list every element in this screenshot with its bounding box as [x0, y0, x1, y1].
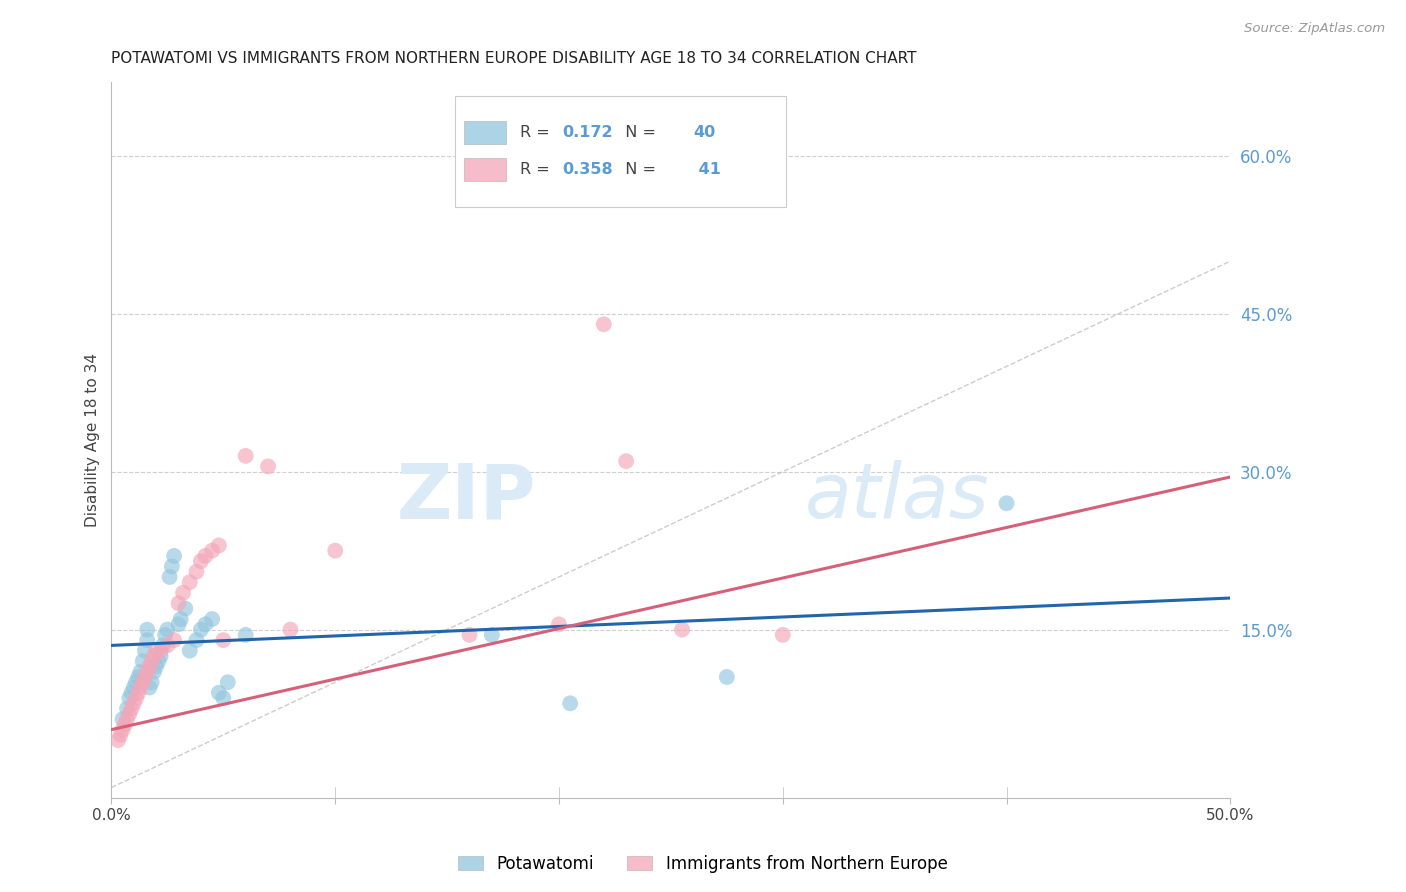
Point: [581, 180, 603, 194]
Text: N =: N =: [614, 125, 661, 140]
Point: [122, 696, 145, 710]
Point: [138, 659, 160, 673]
Point: [111, 712, 134, 726]
Point: [149, 648, 172, 663]
Point: [145, 643, 167, 657]
Text: 40: 40: [693, 125, 716, 140]
Text: Source: ZipAtlas.com: Source: ZipAtlas.com: [1244, 22, 1385, 36]
Point: [141, 675, 163, 690]
Point: [160, 559, 183, 574]
Point: [190, 623, 212, 637]
Point: [201, 612, 224, 626]
Point: [671, 623, 693, 637]
Point: [280, 623, 302, 637]
Bar: [464, 158, 506, 181]
Point: [208, 686, 231, 700]
Point: [129, 665, 152, 679]
Legend: Potawatomi, Immigrants from Northern Europe: Potawatomi, Immigrants from Northern Eur…: [451, 848, 955, 880]
Point: [212, 633, 235, 648]
Point: [548, 617, 571, 632]
Point: [163, 633, 186, 648]
Point: [614, 454, 637, 468]
Point: [257, 459, 280, 474]
FancyBboxPatch shape: [456, 96, 786, 208]
Point: [134, 670, 156, 684]
Point: [163, 549, 186, 563]
Point: [125, 675, 148, 690]
Point: [170, 612, 193, 626]
Point: [186, 633, 208, 648]
Text: POTAWATOMI VS IMMIGRANTS FROM NORTHERN EUROPE DISABILITY AGE 18 TO 34 CORRELATIO: POTAWATOMI VS IMMIGRANTS FROM NORTHERN E…: [111, 51, 917, 66]
Point: [115, 701, 138, 715]
Point: [148, 654, 170, 668]
Point: [118, 706, 141, 721]
Point: [716, 670, 738, 684]
Point: [121, 701, 143, 715]
Text: 0.358: 0.358: [562, 162, 613, 177]
Point: [174, 601, 197, 615]
Point: [212, 691, 235, 706]
Point: [190, 554, 212, 568]
Point: [129, 681, 152, 695]
Text: ZIP: ZIP: [396, 460, 537, 534]
Point: [995, 496, 1018, 510]
Point: [153, 628, 176, 642]
Point: [194, 617, 217, 632]
Point: [142, 648, 165, 663]
Point: [132, 654, 155, 668]
Point: [235, 449, 257, 463]
Point: [159, 570, 181, 584]
Point: [118, 691, 141, 706]
Point: [481, 628, 503, 642]
Point: [141, 654, 163, 668]
Point: [125, 691, 148, 706]
Point: [115, 712, 138, 726]
Point: [114, 717, 136, 731]
Point: [134, 643, 156, 657]
Point: [127, 686, 149, 700]
Point: [145, 659, 167, 673]
Point: [149, 643, 172, 657]
Point: [152, 639, 174, 653]
Point: [194, 549, 217, 563]
Point: [138, 681, 160, 695]
Point: [560, 696, 582, 710]
Text: N =: N =: [614, 162, 661, 177]
Point: [121, 686, 143, 700]
Point: [136, 665, 159, 679]
Point: [122, 681, 145, 695]
Point: [235, 628, 257, 642]
Point: [172, 586, 194, 600]
Point: [208, 538, 231, 552]
Text: R =: R =: [520, 125, 555, 140]
Point: [110, 728, 132, 742]
Point: [323, 543, 346, 558]
Point: [136, 633, 159, 648]
Point: [127, 670, 149, 684]
Point: [156, 639, 179, 653]
Point: [772, 628, 794, 642]
Point: [186, 565, 208, 579]
Y-axis label: Disability Age 18 to 34: Disability Age 18 to 34: [86, 353, 100, 527]
Text: R =: R =: [520, 162, 555, 177]
Point: [132, 675, 155, 690]
Point: [179, 643, 201, 657]
Point: [136, 623, 159, 637]
Point: [217, 675, 239, 690]
Point: [592, 318, 614, 332]
Bar: [464, 120, 506, 144]
Text: 0.172: 0.172: [562, 125, 613, 140]
Point: [201, 543, 224, 558]
Point: [156, 623, 179, 637]
Point: [458, 628, 481, 642]
Point: [167, 617, 190, 632]
Point: [179, 575, 201, 590]
Text: 41: 41: [693, 162, 721, 177]
Point: [111, 723, 134, 737]
Point: [142, 665, 165, 679]
Point: [167, 596, 190, 610]
Text: atlas: atlas: [806, 460, 990, 534]
Point: [107, 733, 129, 747]
